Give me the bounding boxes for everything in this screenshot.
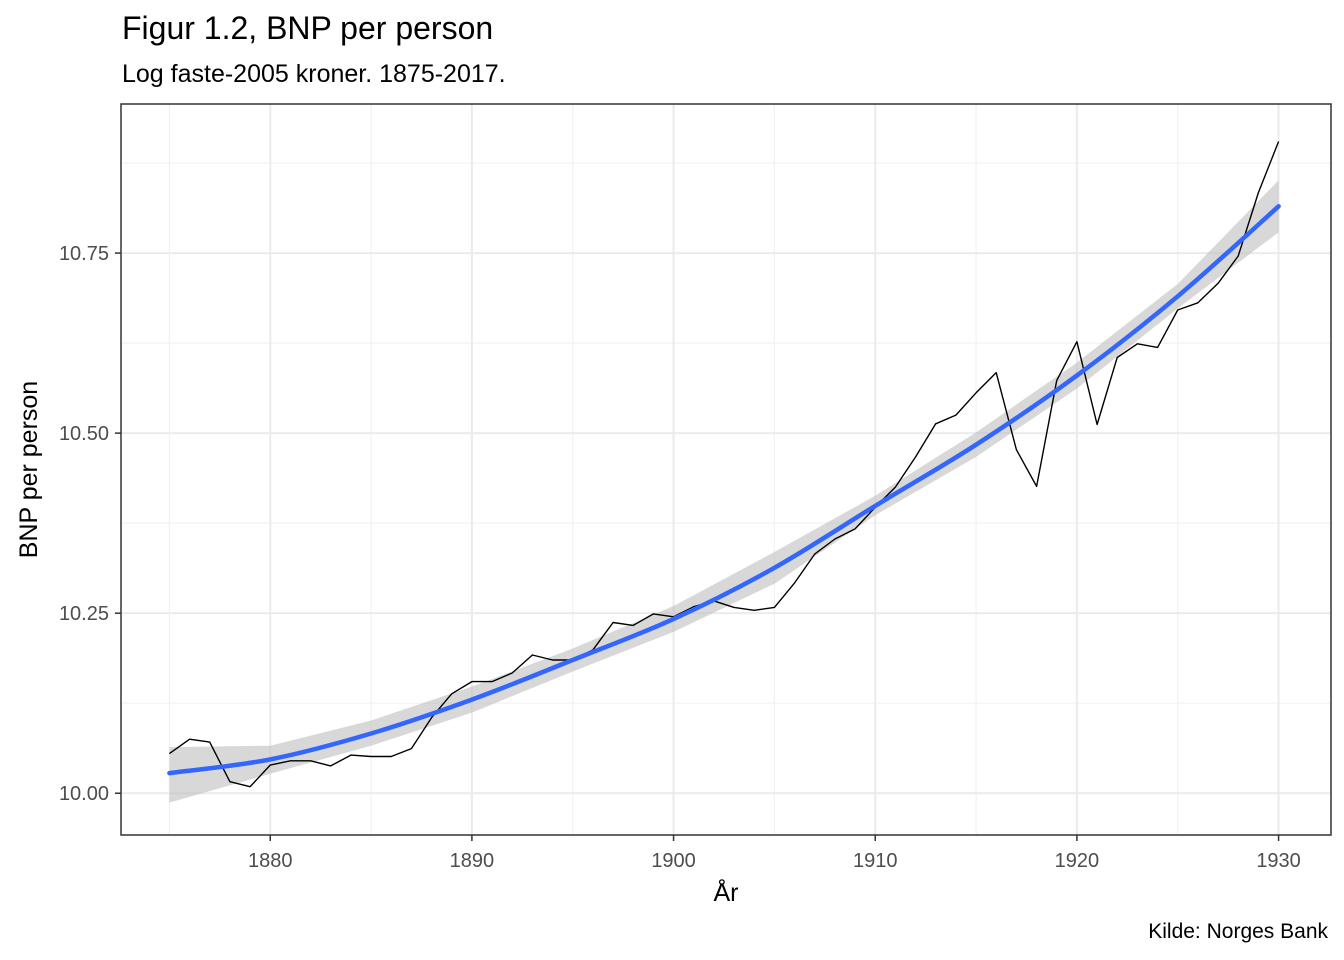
smooth-trend-line xyxy=(167,204,1281,776)
observed-series-line xyxy=(168,141,1280,788)
y-tick-label: 10.00 xyxy=(59,783,109,805)
x-tick-label: 1900 xyxy=(651,850,696,872)
x-tick-label: 1880 xyxy=(248,850,293,872)
x-axis-title: År xyxy=(714,877,739,907)
x-tick-label: 1910 xyxy=(853,850,898,872)
plot-panel-background xyxy=(121,104,1331,835)
chart-title: Figur 1.2, BNP per person xyxy=(122,10,494,46)
y-tick-label: 10.50 xyxy=(59,423,109,445)
chart-caption: Kilde: Norges Bank xyxy=(1148,920,1328,943)
plot-panel-border xyxy=(120,103,1332,836)
chart-subtitle: Log faste-2005 kroner. 1875-2017. xyxy=(122,60,506,88)
y-tick-label: 10.25 xyxy=(59,603,109,625)
x-tick-label: 1920 xyxy=(1055,850,1100,872)
y-tick-label: 10.75 xyxy=(59,243,109,265)
y-axis-title: BNP per person xyxy=(15,381,43,558)
x-tick-label: 1930 xyxy=(1256,850,1301,872)
x-tick-label: 1890 xyxy=(450,850,495,872)
